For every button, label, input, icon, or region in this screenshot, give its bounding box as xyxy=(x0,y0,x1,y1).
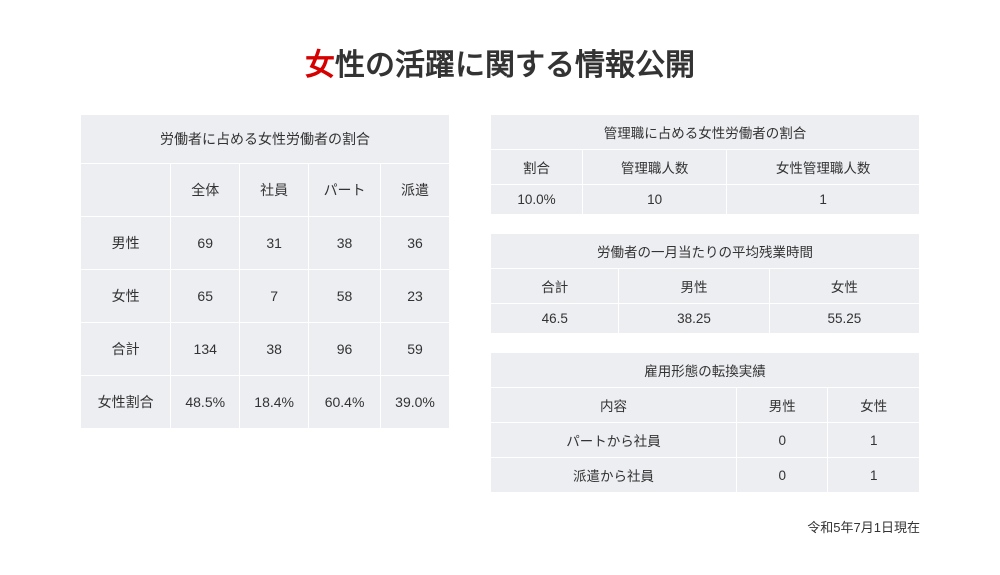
table-caption: 雇用形態の転換実績 xyxy=(491,353,920,388)
overtime-table: 労働者の一月当たりの平均残業時間 合計 男性 女性 46.5 38.25 55.… xyxy=(490,233,920,334)
cell: 59 xyxy=(381,323,450,376)
page-title: 女性の活躍に関する情報公開 xyxy=(80,40,920,84)
cell: 1 xyxy=(828,423,920,458)
cell: 1 xyxy=(727,185,920,215)
cell: 69 xyxy=(171,217,240,270)
cell: 10.0% xyxy=(491,185,583,215)
cell: 23 xyxy=(381,270,450,323)
female-ratio-table: 労働者に占める女性労働者の割合 全体 社員 パート 派遣 男性 69 31 38… xyxy=(80,114,450,429)
footnote-date: 令和5年7月1日現在 xyxy=(490,517,920,536)
cell: 31 xyxy=(240,217,309,270)
cell: 96 xyxy=(309,323,381,376)
cell: 38 xyxy=(240,323,309,376)
table-caption: 労働者の一月当たりの平均残業時間 xyxy=(491,234,920,269)
cell: 男性 xyxy=(81,217,171,270)
col-header: 女性管理職人数 xyxy=(727,150,920,185)
cell: 60.4% xyxy=(309,376,381,429)
cell: 38.25 xyxy=(619,304,769,334)
col-header: 男性 xyxy=(619,269,769,304)
female-manager-table: 管理職に占める女性労働者の割合 割合 管理職人数 女性管理職人数 10.0% 1… xyxy=(490,114,920,215)
table-row: 46.5 38.25 55.25 xyxy=(491,304,920,334)
cell: 0 xyxy=(736,458,828,493)
title-rest: 性の活躍に関する情報公開 xyxy=(335,49,695,82)
cell: 55.25 xyxy=(769,304,919,334)
cell: パートから社員 xyxy=(491,423,737,458)
cell: 10 xyxy=(582,185,726,215)
table-caption: 労働者に占める女性労働者の割合 xyxy=(81,115,450,164)
cell: 0 xyxy=(736,423,828,458)
col-header: 社員 xyxy=(240,164,309,217)
cell: 女性 xyxy=(81,270,171,323)
cell: 女性割合 xyxy=(81,376,171,429)
col-header: 女性 xyxy=(769,269,919,304)
col-header: 男性 xyxy=(736,388,828,423)
table-header-row: 全体 社員 パート 派遣 xyxy=(81,164,450,217)
table-row: パートから社員 0 1 xyxy=(491,423,920,458)
col-header xyxy=(81,164,171,217)
table-header-row: 内容 男性 女性 xyxy=(491,388,920,423)
table-row: 女性 65 7 58 23 xyxy=(81,270,450,323)
conversion-table: 雇用形態の転換実績 内容 男性 女性 パートから社員 0 1 派遣から社員 0 … xyxy=(490,352,920,493)
title-accent: 女 xyxy=(305,49,335,82)
cell: 18.4% xyxy=(240,376,309,429)
table-caption: 管理職に占める女性労働者の割合 xyxy=(491,115,920,150)
cell: 1 xyxy=(828,458,920,493)
table-row: 派遣から社員 0 1 xyxy=(491,458,920,493)
cell: 39.0% xyxy=(381,376,450,429)
cell: 36 xyxy=(381,217,450,270)
table-header-row: 合計 男性 女性 xyxy=(491,269,920,304)
left-column: 労働者に占める女性労働者の割合 全体 社員 パート 派遣 男性 69 31 38… xyxy=(80,114,450,536)
cell: 46.5 xyxy=(491,304,619,334)
cell: 合計 xyxy=(81,323,171,376)
col-header: 内容 xyxy=(491,388,737,423)
col-header: 合計 xyxy=(491,269,619,304)
col-header: 女性 xyxy=(828,388,920,423)
col-header: 管理職人数 xyxy=(582,150,726,185)
cell: 65 xyxy=(171,270,240,323)
table-row: 男性 69 31 38 36 xyxy=(81,217,450,270)
right-column: 管理職に占める女性労働者の割合 割合 管理職人数 女性管理職人数 10.0% 1… xyxy=(490,114,920,536)
table-row: 女性割合 48.5% 18.4% 60.4% 39.0% xyxy=(81,376,450,429)
cell: 134 xyxy=(171,323,240,376)
content-area: 労働者に占める女性労働者の割合 全体 社員 パート 派遣 男性 69 31 38… xyxy=(80,114,920,536)
cell: 派遣から社員 xyxy=(491,458,737,493)
col-header: 派遣 xyxy=(381,164,450,217)
table-row: 10.0% 10 1 xyxy=(491,185,920,215)
cell: 7 xyxy=(240,270,309,323)
col-header: 全体 xyxy=(171,164,240,217)
cell: 38 xyxy=(309,217,381,270)
col-header: 割合 xyxy=(491,150,583,185)
cell: 58 xyxy=(309,270,381,323)
table-header-row: 割合 管理職人数 女性管理職人数 xyxy=(491,150,920,185)
col-header: パート xyxy=(309,164,381,217)
cell: 48.5% xyxy=(171,376,240,429)
table-row: 合計 134 38 96 59 xyxy=(81,323,450,376)
